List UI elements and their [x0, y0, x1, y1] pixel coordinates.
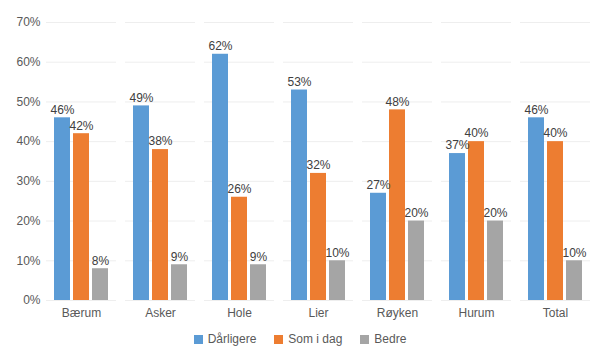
svg-text:46%: 46%	[50, 103, 74, 117]
svg-text:32%: 32%	[306, 158, 330, 172]
svg-text:20%: 20%	[483, 206, 507, 220]
html-text:Bedre: Bedre	[374, 332, 407, 346]
svg-text:50%: 50%	[16, 95, 40, 109]
svg-text:62%: 62%	[208, 39, 232, 53]
svg-text:37%: 37%	[445, 138, 469, 152]
svg-text:38%: 38%	[148, 134, 172, 148]
html-text:Dårligere: Dårligere	[207, 332, 257, 346]
svg-text:9%: 9%	[250, 250, 268, 264]
svg-text:30%: 30%	[16, 174, 40, 188]
svg-text:60%: 60%	[16, 55, 40, 69]
svg-text:20%: 20%	[16, 214, 40, 228]
svg-text:40%: 40%	[464, 126, 488, 140]
svg-text:8%: 8%	[92, 254, 110, 268]
svg-text:20%: 20%	[404, 206, 428, 220]
svg-text:48%: 48%	[385, 95, 409, 109]
svg-text:53%: 53%	[287, 75, 311, 89]
svg-text:10%: 10%	[16, 254, 40, 268]
svg-text:9%: 9%	[171, 250, 189, 264]
svg-text:42%: 42%	[69, 119, 93, 133]
svg-text:Lier: Lier	[308, 306, 328, 320]
svg-text:10%: 10%	[325, 246, 349, 260]
svg-text:Total: Total	[543, 306, 568, 320]
svg-text:Hurum: Hurum	[458, 306, 494, 320]
svg-text:Asker: Asker	[145, 306, 176, 320]
svg-text:40%: 40%	[543, 126, 567, 140]
svg-text:Røyken: Røyken	[377, 306, 418, 320]
svg-text:10%: 10%	[562, 246, 586, 260]
html-text:Som i dag: Som i dag	[288, 332, 343, 346]
svg-text:26%: 26%	[227, 182, 251, 196]
svg-text:Bærum: Bærum	[62, 306, 101, 320]
svg-text:Hole: Hole	[227, 306, 252, 320]
svg-text:46%: 46%	[524, 103, 548, 117]
svg-text:27%: 27%	[366, 178, 390, 192]
svg-text:40%: 40%	[16, 134, 40, 148]
svg-text:70%: 70%	[16, 15, 40, 29]
svg-text:49%: 49%	[129, 91, 153, 105]
svg-text:0%: 0%	[23, 293, 41, 307]
